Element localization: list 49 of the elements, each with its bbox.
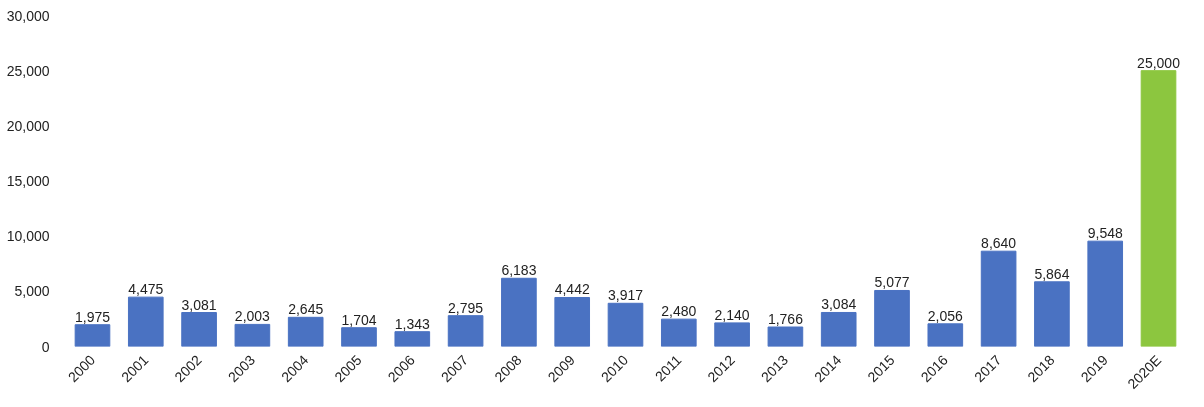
data-label: 3,081 [181,296,217,313]
data-label: 9,548 [1087,225,1123,242]
y-tick-label: 30,000 [6,7,50,24]
bar [554,296,591,347]
bar [341,327,377,347]
data-label: 2,480 [661,303,697,320]
bar [927,323,964,347]
bar [714,322,750,347]
data-label: 1,343 [394,315,431,332]
bar [181,312,217,347]
data-label: 2,003 [234,308,271,325]
data-label: 2,056 [927,307,964,324]
bar [767,326,804,347]
bar [1087,240,1124,347]
bar [447,315,484,347]
data-label: 1,704 [341,311,377,328]
data-label: 3,917 [607,287,644,304]
bar [1034,281,1070,347]
bar [287,316,324,347]
data-label: 3,084 [821,296,857,313]
bar [874,289,910,347]
data-label: 1,975 [74,308,111,325]
y-tick-label: 15,000 [6,173,50,189]
bar [234,323,271,347]
y-tick-label: 10,000 [6,228,50,245]
data-label: 1,766 [767,311,804,328]
bar [74,324,111,347]
bar [607,302,644,347]
bar [660,318,697,347]
bar [394,331,431,347]
bar [1140,70,1177,347]
bar [980,250,1017,347]
data-label: 2,645 [288,301,324,318]
y-tick-label: 5,000 [14,283,50,300]
data-label: 4,442 [554,281,590,298]
data-label: 2,795 [448,299,484,316]
bar [820,311,857,347]
data-label: 5,077 [874,274,910,291]
bar [127,296,164,347]
data-label: 2,140 [714,306,750,323]
bar [501,277,537,347]
data-label: 4,475 [128,281,164,298]
y-tick-label: 25,000 [6,62,50,79]
data-label: 25,000 [1137,54,1181,71]
y-tick-label: 0 [41,338,50,355]
y-tick-label: 20,000 [6,117,50,134]
data-label: 5,864 [1034,265,1070,282]
data-label: 6,183 [501,262,537,279]
data-label: 8,640 [981,235,1017,252]
